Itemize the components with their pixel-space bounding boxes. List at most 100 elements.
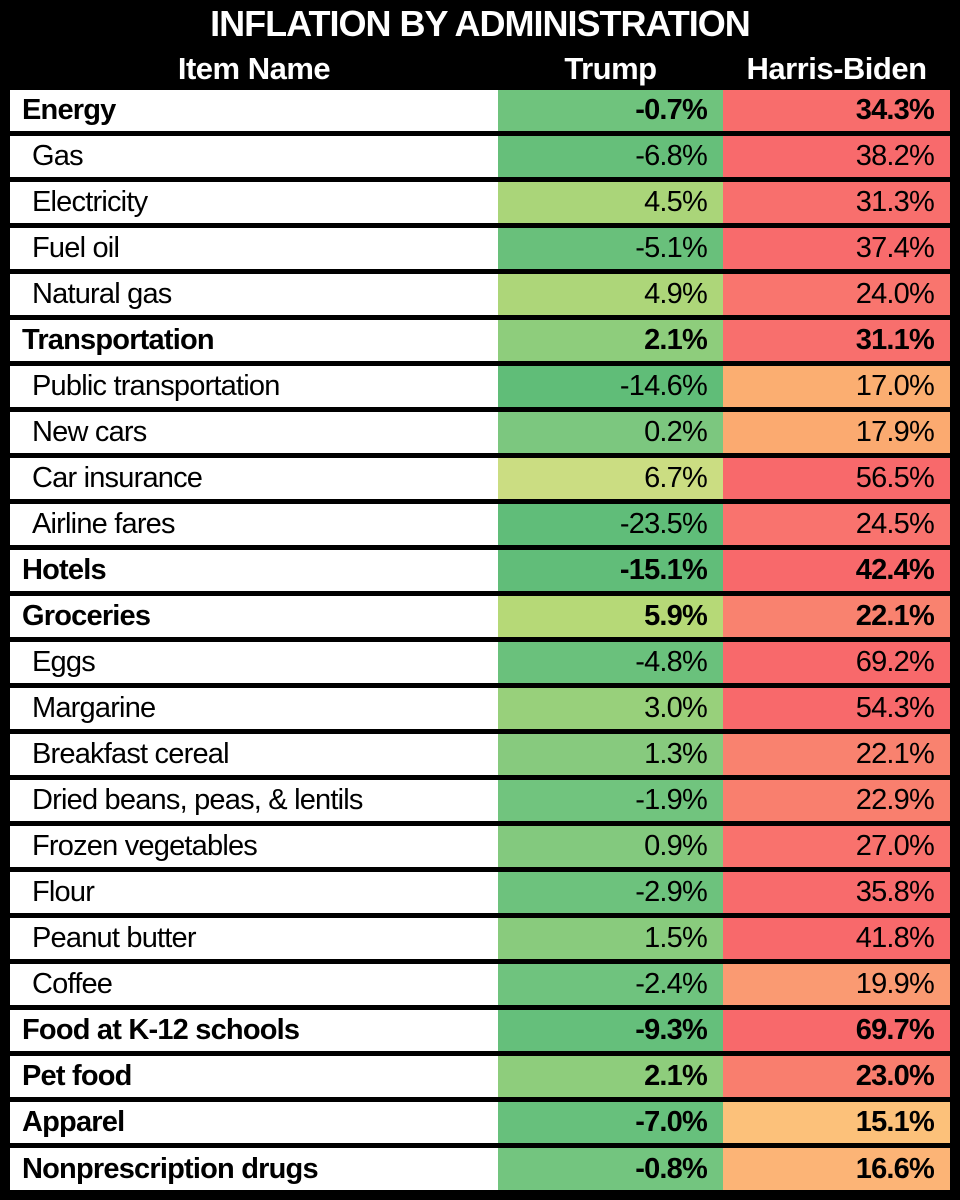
trump-value-cell: 0.9%	[498, 826, 723, 867]
harris-biden-value-cell: 16.6%	[723, 1148, 950, 1190]
trump-value-cell: 4.9%	[498, 274, 723, 315]
harris-biden-value-cell: 35.8%	[723, 872, 950, 913]
harris-biden-value-cell: 24.5%	[723, 504, 950, 545]
harris-biden-value-cell: 37.4%	[723, 228, 950, 269]
table-row: Gas -6.8% 38.2%	[10, 136, 950, 182]
harris-biden-value-cell: 19.9%	[723, 964, 950, 1005]
trump-value-cell: -0.7%	[498, 90, 723, 131]
trump-value-cell: 2.1%	[498, 1056, 723, 1097]
table-row: Transportation 2.1% 31.1%	[10, 320, 950, 366]
table-row: Flour -2.9% 35.8%	[10, 872, 950, 918]
harris-biden-value-cell: 22.1%	[723, 596, 950, 637]
item-name-cell: Airline fares	[10, 504, 498, 545]
item-name-cell: Flour	[10, 872, 498, 913]
harris-biden-value-cell: 54.3%	[723, 688, 950, 729]
item-name-cell: Frozen vegetables	[10, 826, 498, 867]
table-row: Natural gas 4.9% 24.0%	[10, 274, 950, 320]
header-harris-biden: Harris-Biden	[746, 50, 927, 86]
table-row: Groceries 5.9% 22.1%	[10, 596, 950, 642]
trump-value-cell: 1.5%	[498, 918, 723, 959]
table-body: Energy -0.7% 34.3% Gas -6.8% 38.2% Elect…	[10, 90, 950, 1194]
harris-biden-value-cell: 17.0%	[723, 366, 950, 407]
harris-biden-value-cell: 22.1%	[723, 734, 950, 775]
header-item-name: Item Name	[177, 50, 331, 86]
trump-value-cell: 4.5%	[498, 182, 723, 223]
table-title: INFLATION BY ADMINISTRATION	[10, 0, 950, 48]
trump-value-cell: -7.0%	[498, 1102, 723, 1143]
table-row: Eggs -4.8% 69.2%	[10, 642, 950, 688]
harris-biden-value-cell: 34.3%	[723, 90, 950, 131]
table-row: Frozen vegetables 0.9% 27.0%	[10, 826, 950, 872]
harris-biden-value-cell: 24.0%	[723, 274, 950, 315]
table-row: New cars 0.2% 17.9%	[10, 412, 950, 458]
trump-value-cell: -0.8%	[498, 1148, 723, 1190]
harris-biden-value-cell: 56.5%	[723, 458, 950, 499]
item-name-cell: Hotels	[10, 550, 498, 591]
harris-biden-value-cell: 23.0%	[723, 1056, 950, 1097]
item-name-cell: Natural gas	[10, 274, 498, 315]
harris-biden-value-cell: 38.2%	[723, 136, 950, 177]
trump-value-cell: -5.1%	[498, 228, 723, 269]
table-row: Car insurance 6.7% 56.5%	[10, 458, 950, 504]
table-row: Margarine 3.0% 54.3%	[10, 688, 950, 734]
item-name-cell: Peanut butter	[10, 918, 498, 959]
item-name-cell: Fuel oil	[10, 228, 498, 269]
table-row: Hotels -15.1% 42.4%	[10, 550, 950, 596]
harris-biden-value-cell: 27.0%	[723, 826, 950, 867]
table-header: Item Name Trump Harris-Biden	[10, 47, 950, 90]
table-row: Airline fares -23.5% 24.5%	[10, 504, 950, 550]
trump-value-cell: 3.0%	[498, 688, 723, 729]
item-name-cell: Public transportation	[10, 366, 498, 407]
table-row: Breakfast cereal 1.3% 22.1%	[10, 734, 950, 780]
item-name-cell: Energy	[10, 90, 498, 131]
item-name-cell: Margarine	[10, 688, 498, 729]
harris-biden-value-cell: 42.4%	[723, 550, 950, 591]
header-trump: Trump	[564, 50, 657, 86]
table-row: Coffee -2.4% 19.9%	[10, 964, 950, 1010]
table-row: Fuel oil -5.1% 37.4%	[10, 228, 950, 274]
table-row: Food at K-12 schools -9.3% 69.7%	[10, 1010, 950, 1056]
item-name-cell: Eggs	[10, 642, 498, 683]
table-row: Peanut butter 1.5% 41.8%	[10, 918, 950, 964]
item-name-cell: Breakfast cereal	[10, 734, 498, 775]
item-name-cell: Dried beans, peas, & lentils	[10, 780, 498, 821]
trump-value-cell: -9.3%	[498, 1010, 723, 1051]
item-name-cell: Gas	[10, 136, 498, 177]
trump-value-cell: 6.7%	[498, 458, 723, 499]
harris-biden-value-cell: 69.2%	[723, 642, 950, 683]
trump-value-cell: -4.8%	[498, 642, 723, 683]
table-row: Dried beans, peas, & lentils -1.9% 22.9%	[10, 780, 950, 826]
trump-value-cell: -23.5%	[498, 504, 723, 545]
harris-biden-value-cell: 31.1%	[723, 320, 950, 361]
table-row: Pet food 2.1% 23.0%	[10, 1056, 950, 1102]
item-name-cell: Apparel	[10, 1102, 498, 1143]
trump-value-cell: 5.9%	[498, 596, 723, 637]
item-name-cell: Transportation	[10, 320, 498, 361]
harris-biden-value-cell: 17.9%	[723, 412, 950, 453]
harris-biden-value-cell: 41.8%	[723, 918, 950, 959]
trump-value-cell: -15.1%	[498, 550, 723, 591]
table-row: Apparel -7.0% 15.1%	[10, 1102, 950, 1148]
trump-value-cell: 0.2%	[498, 412, 723, 453]
item-name-cell: Electricity	[10, 182, 498, 223]
harris-biden-value-cell: 31.3%	[723, 182, 950, 223]
trump-value-cell: 2.1%	[498, 320, 723, 361]
table-row: Public transportation -14.6% 17.0%	[10, 366, 950, 412]
harris-biden-value-cell: 15.1%	[723, 1102, 950, 1143]
trump-value-cell: -1.9%	[498, 780, 723, 821]
table-row: Energy -0.7% 34.3%	[10, 90, 950, 136]
item-name-cell: Food at K-12 schools	[10, 1010, 498, 1051]
trump-value-cell: -2.4%	[498, 964, 723, 1005]
item-name-cell: Nonprescription drugs	[10, 1148, 498, 1190]
harris-biden-value-cell: 69.7%	[723, 1010, 950, 1051]
harris-biden-value-cell: 22.9%	[723, 780, 950, 821]
item-name-cell: Car insurance	[10, 458, 498, 499]
item-name-cell: Coffee	[10, 964, 498, 1005]
item-name-cell: New cars	[10, 412, 498, 453]
table-row: Electricity 4.5% 31.3%	[10, 182, 950, 228]
item-name-cell: Pet food	[10, 1056, 498, 1097]
item-name-cell: Groceries	[10, 596, 498, 637]
table-row: Nonprescription drugs -0.8% 16.6%	[10, 1148, 950, 1194]
trump-value-cell: -2.9%	[498, 872, 723, 913]
